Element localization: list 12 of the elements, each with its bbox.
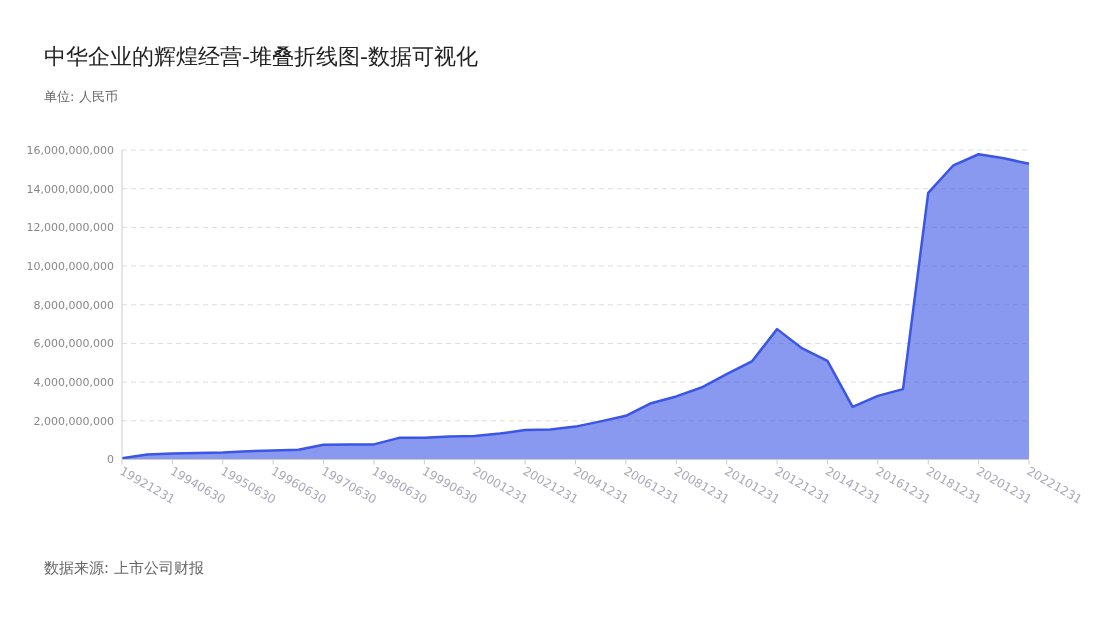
y-tick-label: 0 [107, 453, 114, 467]
y-tick-label: 14,000,000,000 [26, 182, 114, 196]
y-tick-label: 8,000,000,000 [33, 298, 114, 312]
y-tick-label: 12,000,000,000 [26, 221, 114, 235]
y-tick-label: 16,000,000,000 [26, 143, 114, 157]
y-tick-label: 10,000,000,000 [26, 259, 114, 273]
y-tick-label: 6,000,000,000 [33, 337, 114, 351]
y-tick-label: 4,000,000,000 [33, 375, 114, 389]
y-axis-title: 单位: 人民币 [44, 89, 118, 104]
y-tick-label: 2,000,000,000 [33, 414, 114, 428]
chart-title: 中华企业的辉煌经营-堆叠折线图-数据可视化 [44, 44, 478, 69]
source-note: 数据来源: 上市公司财报 [44, 559, 204, 577]
